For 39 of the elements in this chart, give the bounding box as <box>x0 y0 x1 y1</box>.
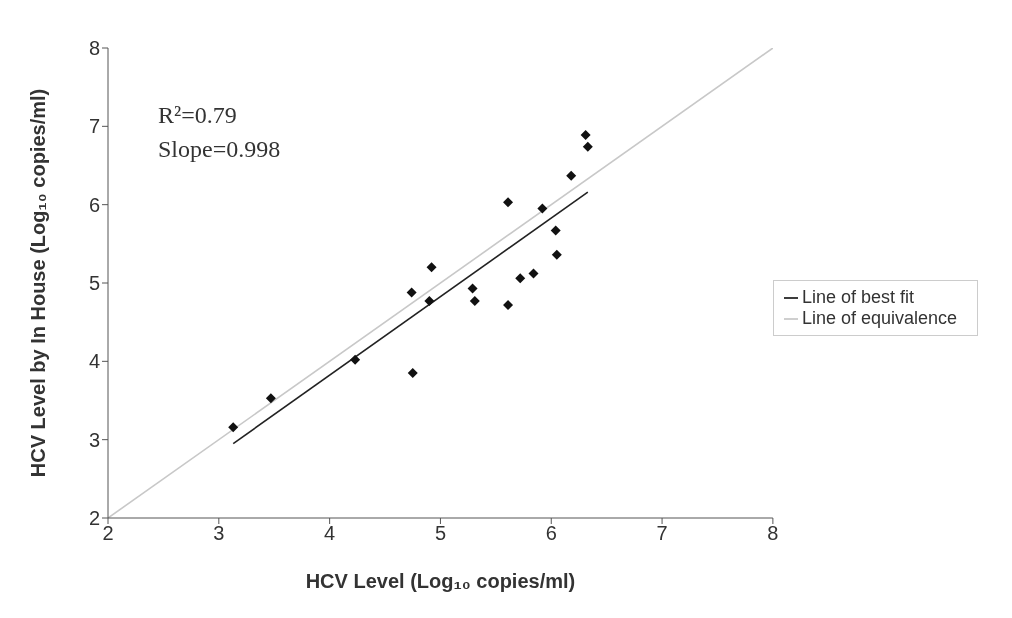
x-tick-label: 2 <box>102 522 114 545</box>
x-axis-title: HCV Level (Log₁₀ copies/ml) <box>305 570 576 592</box>
point <box>503 197 514 208</box>
point <box>582 141 593 152</box>
legend-label: Line of best fit <box>801 287 914 307</box>
x-tick-label: 8 <box>767 522 779 545</box>
x-tick-label: 3 <box>213 522 225 545</box>
annotation: Slope=0.998 <box>158 135 281 164</box>
x-tick-label: 4 <box>324 522 336 545</box>
y-tick-label: 4 <box>88 350 100 373</box>
y-tick-label: 5 <box>88 272 100 295</box>
x-tick-label: 6 <box>545 522 557 545</box>
annotation: R²=0.79 <box>158 101 238 130</box>
point <box>426 262 437 273</box>
y-tick-label: 2 <box>88 507 100 530</box>
y-axis-title: HCV Level by In House (Log₁₀ copies/ml) <box>27 88 50 478</box>
point <box>350 354 361 365</box>
y-tick-label: 7 <box>88 115 100 138</box>
point <box>265 393 276 404</box>
point <box>424 296 435 307</box>
point <box>467 283 478 294</box>
point <box>515 273 526 284</box>
point <box>406 287 417 298</box>
point <box>580 129 591 140</box>
point <box>503 299 514 310</box>
y-tick-label: 3 <box>88 428 100 451</box>
point <box>537 203 548 214</box>
x-tick-label: 5 <box>434 522 446 545</box>
y-tick-label: 6 <box>88 193 100 216</box>
legend-label: Line of equivalence <box>801 308 957 328</box>
y-tick-label: 8 <box>88 37 100 60</box>
point <box>551 249 562 260</box>
point <box>566 170 577 181</box>
point <box>550 225 561 236</box>
point <box>228 422 239 433</box>
point <box>528 268 539 279</box>
x-tick-label: 7 <box>656 522 668 545</box>
point <box>407 368 418 379</box>
point <box>469 296 480 307</box>
